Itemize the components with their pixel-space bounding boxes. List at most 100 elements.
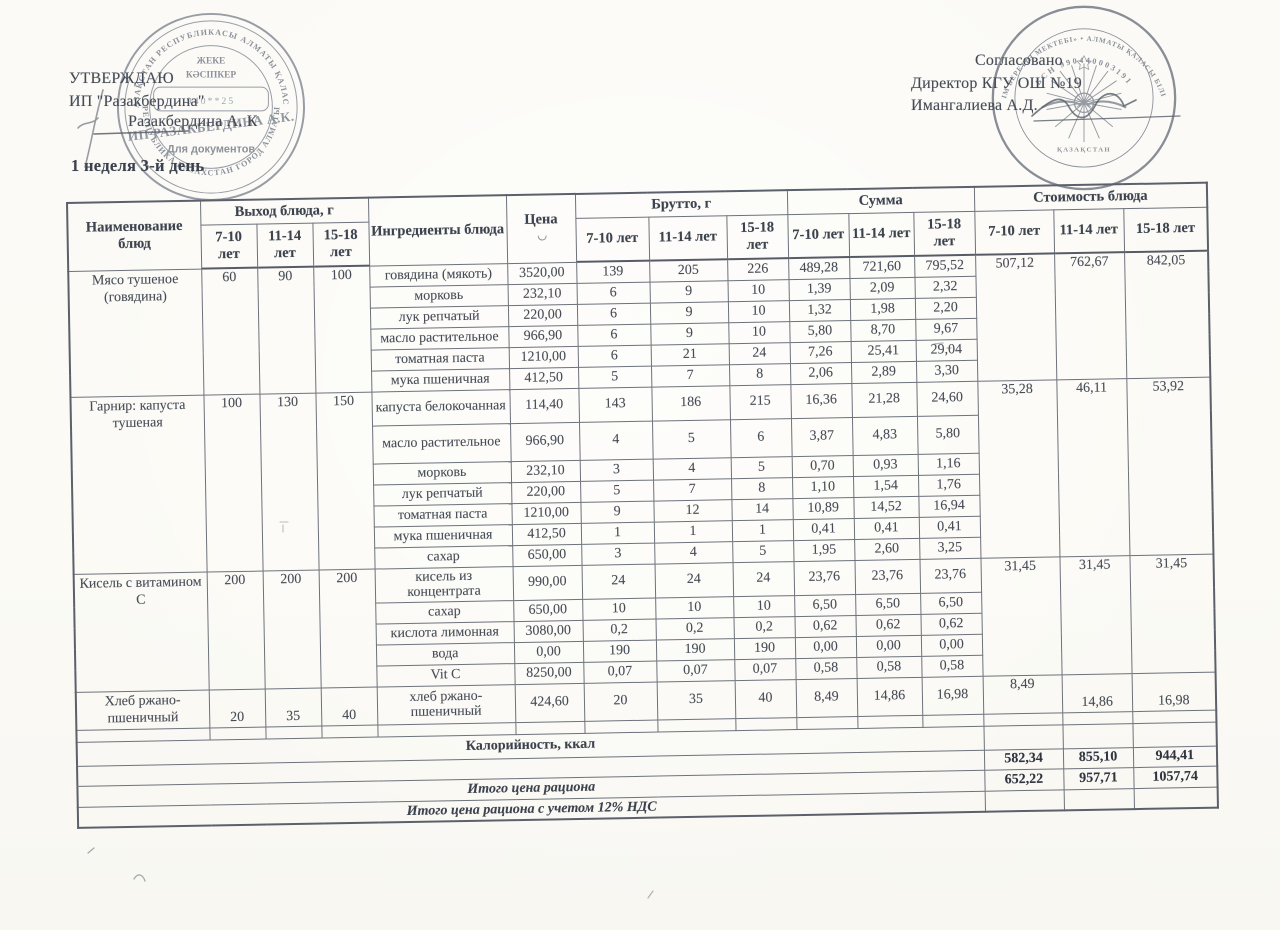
- price-cell: 1210,00: [511, 501, 581, 525]
- approve-line2: ИП "Разакбердина": [69, 93, 205, 110]
- out-cell: 35: [264, 687, 322, 727]
- gross-cell: 35: [656, 680, 736, 720]
- stamp-left-icon: ҚАЗАҚСТАН РЕСПУБЛИКАСЫ АЛМАТЫ ҚАЛАСЫ РЕС…: [112, 8, 305, 200]
- gross-cell: 0,2: [582, 618, 656, 642]
- gross-cell: 205: [649, 259, 728, 282]
- ingredient-cell: говядина (мякоть): [369, 263, 508, 287]
- gross-cell: 139: [576, 260, 650, 283]
- sum-cell: 489,28: [788, 257, 850, 280]
- empty-cell: [922, 714, 984, 728]
- agree-line2: Директор КГУ ОШ №19: [911, 75, 1082, 92]
- sum-cell: 10,89: [792, 497, 854, 520]
- sum-cell: 1,95: [793, 539, 855, 562]
- gross-cell: 5: [730, 456, 793, 479]
- gross-age-2: 11-14 лет: [648, 215, 728, 261]
- gross-cell: 0,2: [733, 616, 795, 639]
- gross-cell: 1: [580, 521, 655, 544]
- sum-cell: 0,62: [855, 614, 921, 637]
- price-cell: 966,90: [508, 324, 578, 348]
- sum-cell: 1,16: [917, 452, 980, 475]
- ingredient-cell: сахар: [374, 545, 513, 569]
- sum-cell: 0,41: [918, 515, 981, 538]
- out-cell: 100: [313, 265, 372, 393]
- empty-cell: [1062, 723, 1133, 749]
- week-day-title: 1 неделя 3-й день: [71, 156, 205, 175]
- gross-cell: 9: [580, 500, 654, 523]
- sum-cell: 6,50: [920, 592, 982, 615]
- cost-cell: 762,67: [1054, 252, 1127, 380]
- out-age-3: 15-18 лет: [312, 221, 370, 267]
- sum-cell: 0,58: [795, 657, 857, 680]
- total-cell: 957,71: [1063, 767, 1134, 790]
- sum-cell: 1,32: [788, 299, 851, 322]
- price-cell: 966,90: [510, 421, 580, 462]
- empty-cell: [1063, 788, 1135, 811]
- gross-cell: 24: [732, 561, 795, 597]
- sum-cell: 0,62: [794, 615, 856, 638]
- sum-age-2: 11-14 лет: [848, 211, 915, 258]
- agree-signer-name: Имангалиева А.Д.: [911, 97, 1038, 114]
- price-cell: 1210,00: [508, 345, 579, 369]
- ingredient-cell: масло растительное: [370, 326, 509, 350]
- out-age-2: 11-14 лет: [256, 222, 314, 268]
- gross-cell: 7: [653, 478, 732, 501]
- sum-cell: 1,98: [849, 297, 916, 321]
- total-cell: 652,22: [984, 768, 1064, 792]
- empty-cell: [735, 717, 797, 731]
- ingredient-cell: лук репчатый: [369, 305, 509, 329]
- sum-age-1: 7-10 лет: [787, 213, 850, 259]
- sum-cell: 2,20: [914, 296, 977, 319]
- col-header-dish-name: Наименование блюд: [67, 200, 202, 271]
- ingredient-cell: сахар: [375, 600, 514, 624]
- sum-cell: 0,41: [792, 518, 855, 541]
- gross-cell: 10: [728, 321, 790, 344]
- gross-cell: 215: [729, 384, 792, 420]
- sum-cell: 0,70: [791, 455, 854, 478]
- gross-cell: 0,07: [656, 659, 735, 682]
- gross-cell: 21: [650, 343, 730, 366]
- sum-cell: 2,89: [851, 360, 917, 384]
- ingredient-cell: морковь: [369, 284, 508, 308]
- gross-cell: 0,07: [583, 660, 657, 684]
- out-cell: 200: [206, 570, 265, 690]
- ingredient-cell: хлеб ржано-пшеничный: [376, 684, 516, 725]
- gross-cell: 14: [731, 498, 793, 521]
- price-cell: 3520,00: [507, 261, 577, 285]
- empty-cell: [1133, 786, 1219, 810]
- menu-table: Наименование блюд Выход блюда, г Ингреди…: [66, 181, 1220, 830]
- price-cell: 220,00: [507, 303, 578, 327]
- out-cell: 20: [208, 688, 266, 728]
- ingredient-cell: мука пшеничная: [373, 524, 513, 548]
- price-cell: 650,00: [513, 599, 583, 622]
- sum-cell: 25,41: [850, 339, 917, 363]
- sum-age-3: 15-18 лет: [913, 210, 976, 256]
- col-header-ingredients: Ингредиенты блюда: [368, 195, 508, 266]
- sum-cell: 0,62: [920, 613, 982, 636]
- gross-cell: 8: [731, 477, 793, 500]
- sum-cell: 23,76: [854, 558, 921, 595]
- sum-cell: 0,58: [856, 656, 922, 679]
- gross-cell: 20: [583, 681, 658, 722]
- sum-cell: 16,36: [790, 383, 853, 419]
- gross-cell: 6: [577, 344, 652, 367]
- sum-cell: 0,00: [920, 634, 983, 657]
- pen-tick-mark: [537, 235, 547, 241]
- gross-cell: 10: [582, 597, 656, 621]
- approve-line1: УТВЕРЖДАЮ: [69, 70, 174, 87]
- sum-cell: 0,93: [852, 453, 919, 477]
- sum-cell: 1,54: [853, 474, 919, 498]
- gross-cell: 143: [578, 386, 653, 422]
- gross-cell: 9: [650, 322, 729, 345]
- gross-cell: 8: [729, 363, 791, 386]
- ingredient-cell: томатная паста: [373, 503, 512, 527]
- sum-cell: 0,41: [853, 516, 920, 540]
- out-cell: 100: [203, 393, 263, 572]
- gross-cell: 1: [653, 520, 733, 543]
- cost-cell: 35,28: [977, 379, 1060, 558]
- price-cell: 220,00: [511, 480, 581, 504]
- dish-name-cell: Гарнир: капуста тушеная: [70, 394, 207, 574]
- ingredient-cell: Vit C: [376, 663, 515, 687]
- sum-cell: 795,52: [914, 254, 976, 277]
- cost-cell: 53,92: [1126, 376, 1214, 556]
